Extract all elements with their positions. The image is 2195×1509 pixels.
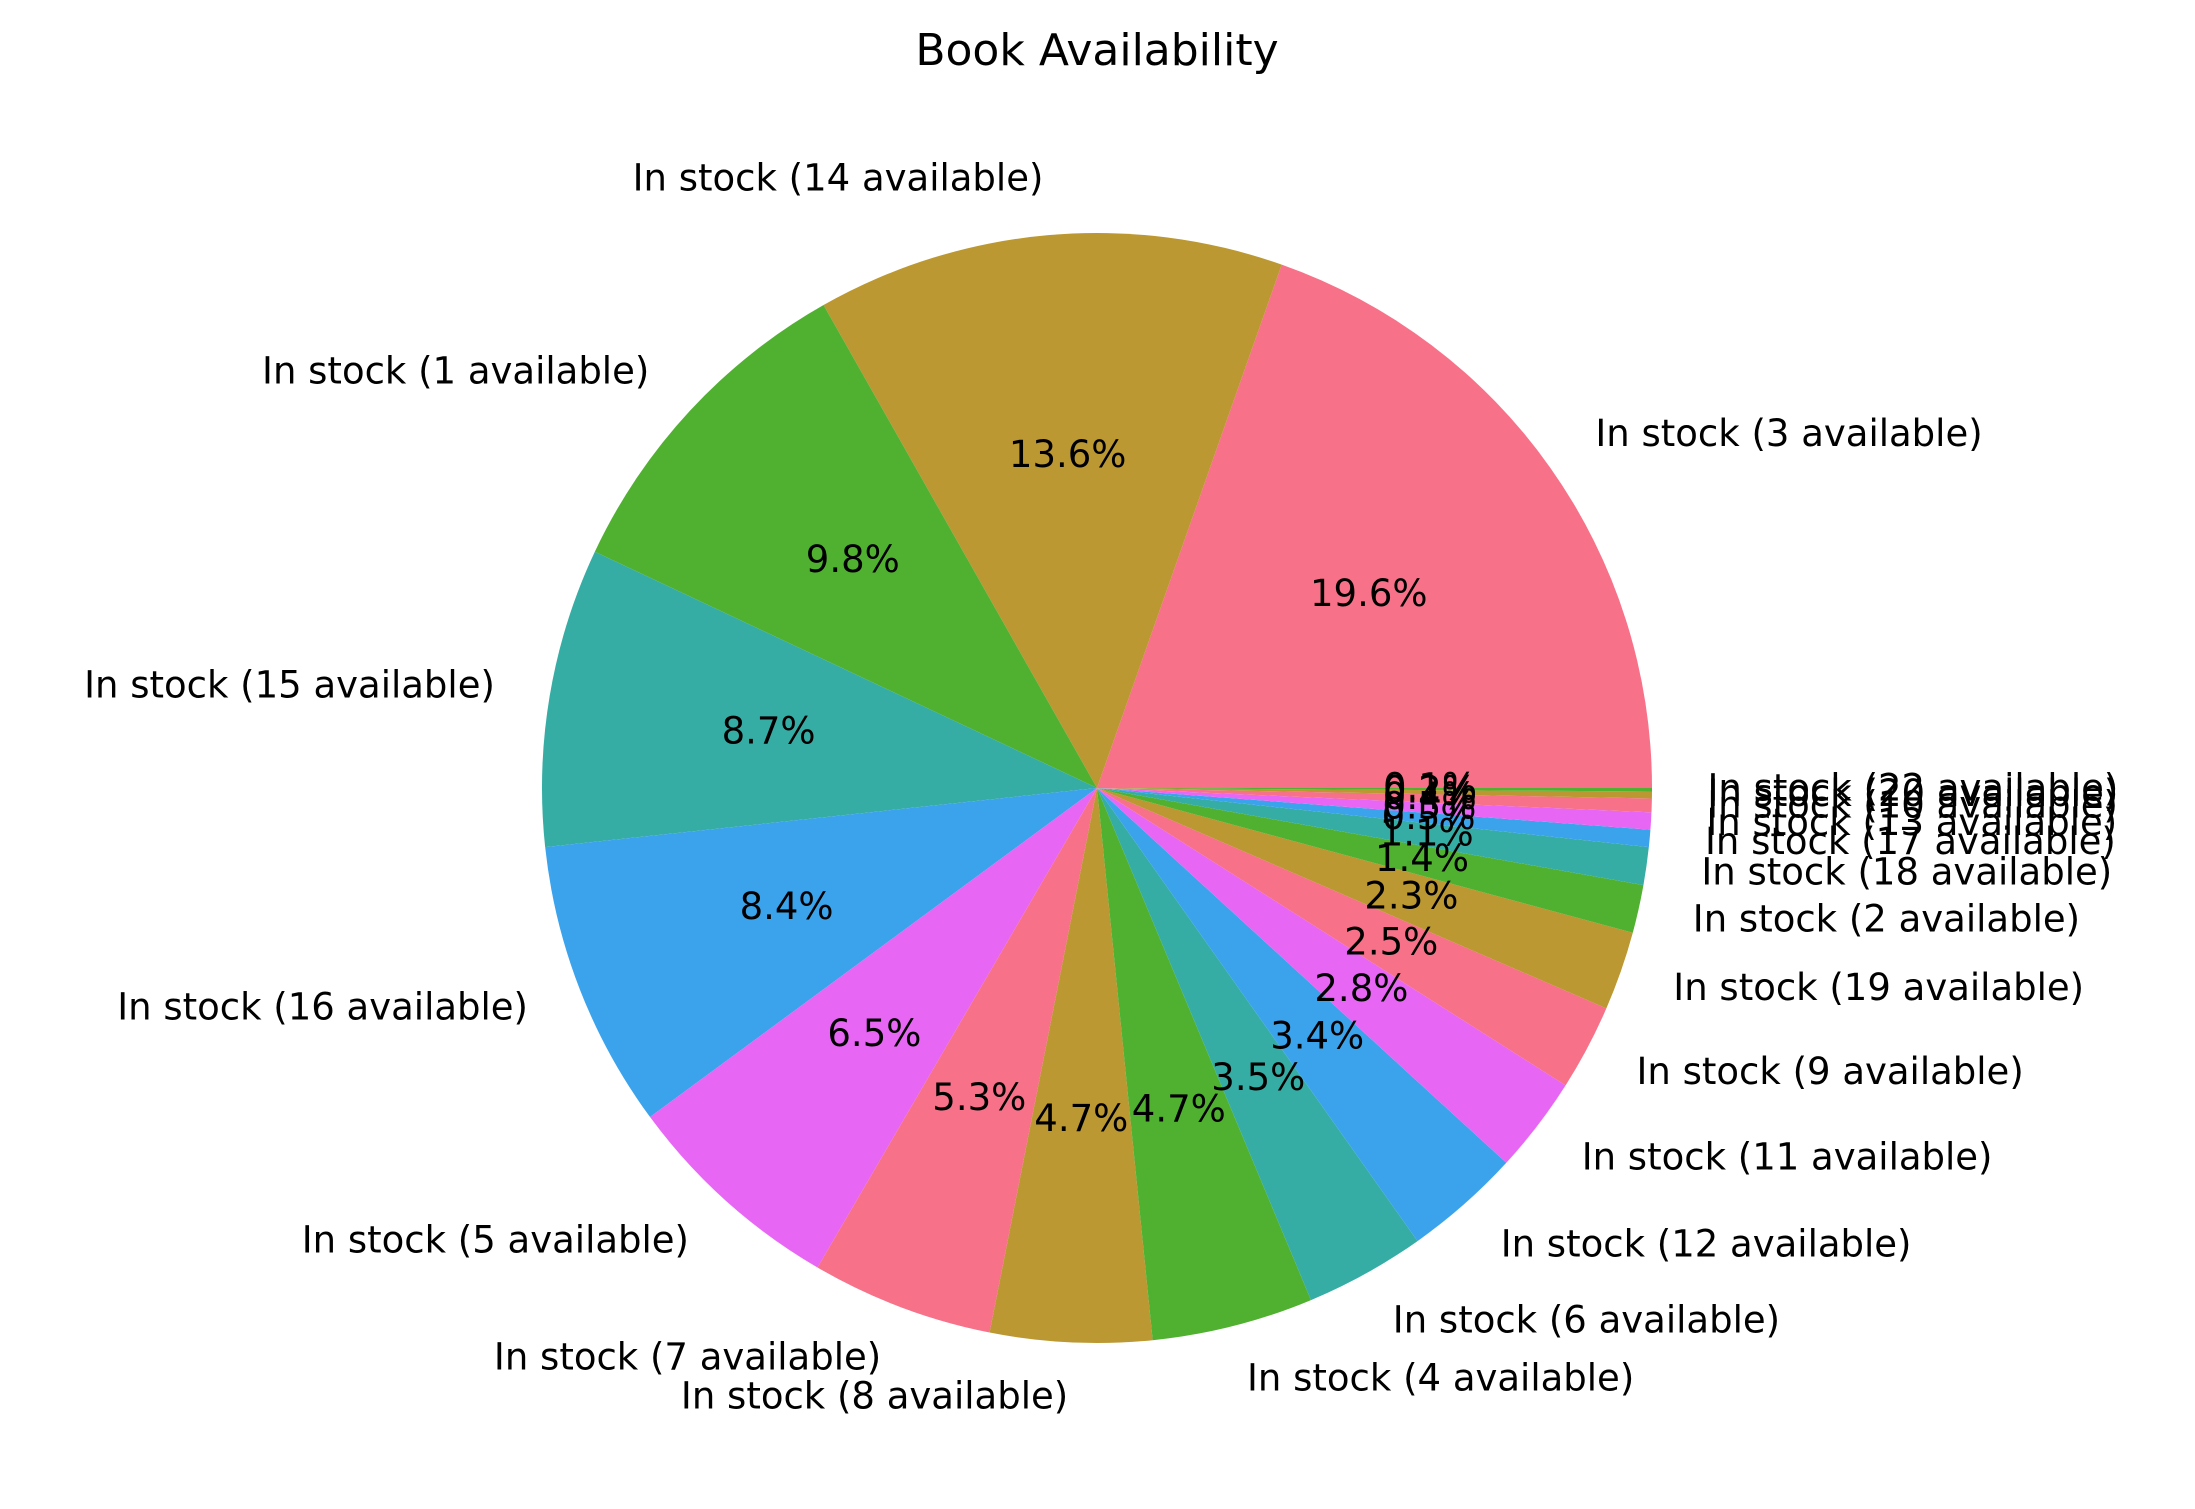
slice-percent-label: 0.2% xyxy=(1383,769,1477,812)
pie-percent-labels: 19.6%13.6%9.8%8.7%8.4%6.5%5.3% 4.7% 4.7%3.… xyxy=(722,433,1477,1140)
slice-category-label: In stock (20 available) xyxy=(1708,772,2119,815)
pie-slice xyxy=(1097,264,1652,788)
slice-percent-label: 5.3% xyxy=(932,1076,1026,1119)
slice-category-label: In stock (8 available) xyxy=(681,1374,1068,1417)
pie-slice xyxy=(1097,788,1566,1163)
slice-percent-label: 9.8% xyxy=(806,538,900,581)
slice-percent-label: 4.7% xyxy=(1034,1097,1128,1140)
slice-category-label: In stock (7 available) xyxy=(494,1336,881,1379)
slice-percent-label: 0.5% xyxy=(1382,795,1476,838)
slice-percent-label: 19.6% xyxy=(1310,572,1428,615)
pie-slice xyxy=(1097,788,1311,1341)
slice-percent-label: 0.5% xyxy=(1382,784,1476,827)
slice-percent-label: 8.4% xyxy=(740,885,834,928)
slice-percent-label: 0.4% xyxy=(1383,775,1477,818)
pie-category-labels: In stock (3 available) In stock (14 avail… xyxy=(84,156,2118,1417)
slice-category-label: In stock (9 available) xyxy=(1637,1050,2024,1093)
slice-percent-label: 6.5% xyxy=(827,1012,921,1055)
slice-percent-label: 8.7% xyxy=(722,709,816,752)
slice-category-label: In stock (16 available) xyxy=(117,986,528,1029)
slice-percent-label: 1.4% xyxy=(1375,837,1469,880)
pie-slice xyxy=(1097,788,1418,1301)
slice-percent-label: 2.8% xyxy=(1314,967,1408,1010)
slice-category-label: In stock (10 available) xyxy=(1707,784,2118,827)
slice-category-label: In stock (2 available) xyxy=(1693,898,2080,941)
pie-slice xyxy=(823,233,1282,788)
pie-slice xyxy=(1097,788,1652,830)
slice-percent-label: 3.4% xyxy=(1270,1014,1364,1057)
pie-slice xyxy=(1097,788,1652,813)
slice-category-label: In stock (1 available) xyxy=(262,349,649,392)
slice-category-label: In stock (4 available) xyxy=(1247,1356,1634,1399)
pie-slice xyxy=(989,788,1153,1344)
pie-slice xyxy=(817,788,1097,1333)
slice-category-label: In stock (5 available) xyxy=(302,1219,689,1262)
slice-category-label: In stock (13 available) xyxy=(1706,801,2117,844)
slice-category-label: In stock (14 available) xyxy=(633,156,1044,199)
slice-percent-label: 4.7% xyxy=(1132,1087,1226,1130)
slice-percent-label: 2.5% xyxy=(1344,920,1438,963)
slice-category-label: In stock (17 available) xyxy=(1705,820,2116,863)
slice-category-label: In stock (18 available) xyxy=(1701,851,2112,894)
slice-category-label: In stock (6 available) xyxy=(1393,1299,1780,1342)
pie-slice xyxy=(541,551,1097,848)
pie-slice xyxy=(1097,788,1652,792)
slice-category-label: In stock (22 available) xyxy=(1708,766,2119,809)
pie-slice xyxy=(1097,788,1652,799)
pie-slices xyxy=(541,233,1652,1344)
slice-category-label: In stock (15 available) xyxy=(84,663,495,706)
chart-title: Book Availability xyxy=(915,25,1278,76)
pie-slice xyxy=(1097,788,1507,1242)
slice-category-label: In stock (12 available) xyxy=(1501,1222,1912,1265)
pie-slice xyxy=(1097,788,1607,1086)
pie-slice xyxy=(594,305,1097,788)
slice-percent-label: 0.1% xyxy=(1383,766,1477,809)
pie-slice xyxy=(1097,788,1644,933)
slice-percent-label: 1.1% xyxy=(1380,811,1474,854)
pie-slice xyxy=(545,788,1097,1118)
slice-percent-label: 3.5% xyxy=(1211,1056,1305,1099)
pie-slice xyxy=(1097,788,1633,1009)
slice-category-label: In stock (19 available) xyxy=(1673,966,2084,1009)
slice-percent-label: 2.3% xyxy=(1364,874,1458,917)
pie-slice xyxy=(1097,788,1651,848)
slice-category-label: In stock (11 available) xyxy=(1582,1136,1993,1179)
slice-category-label: In stock (3 available) xyxy=(1595,412,1982,455)
pie-slice xyxy=(650,788,1097,1268)
slice-percent-label: 13.6% xyxy=(1009,433,1127,476)
pie-slice xyxy=(1097,788,1649,886)
